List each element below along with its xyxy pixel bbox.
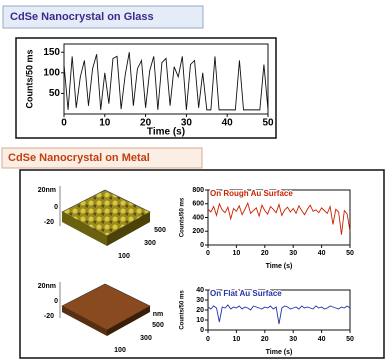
x-tick-label: 0 bbox=[206, 250, 210, 257]
chart-title: On Flat Au Surface bbox=[210, 289, 282, 298]
x-tick-label: 20 bbox=[261, 336, 269, 343]
x-tick-label: 30 bbox=[289, 250, 297, 257]
x-tick-label: 10 bbox=[99, 118, 111, 129]
x-tick-label: 50 bbox=[262, 118, 274, 129]
x-tick-label: 40 bbox=[222, 118, 234, 129]
afm-z-label: 0 bbox=[54, 298, 58, 305]
panel-title: CdSe Nanocrystal on Metal bbox=[8, 152, 150, 164]
y-tick-label: 0 bbox=[200, 242, 204, 249]
y-tick-label: 100 bbox=[43, 67, 60, 78]
afm-xy-label: nm bbox=[153, 311, 164, 318]
x-tick-label: 10 bbox=[233, 250, 241, 257]
x-axis-label: Time (s) bbox=[147, 127, 185, 138]
x-tick-label: 50 bbox=[346, 250, 354, 257]
y-axis-label: Counts/50 ms bbox=[24, 49, 34, 108]
x-tick-label: 0 bbox=[61, 118, 67, 129]
afm-z-label: -20 bbox=[44, 219, 54, 226]
afm-xy-label: 100 bbox=[118, 253, 130, 260]
afm-z-label: -20 bbox=[44, 313, 54, 320]
x-tick-label: 20 bbox=[261, 250, 269, 257]
y-axis-label: Counts/50 ms bbox=[180, 197, 186, 237]
x-tick-label: 30 bbox=[289, 336, 297, 343]
panel-title: CdSe Nanocrystal on Glass bbox=[10, 11, 154, 23]
y-tick-label: 10 bbox=[196, 317, 204, 324]
y-tick-label: 150 bbox=[43, 47, 60, 58]
y-axis-label: Counts/50 ms bbox=[180, 290, 186, 330]
x-tick-label: 40 bbox=[318, 336, 326, 343]
afm-xy-label: 300 bbox=[144, 240, 156, 247]
y-tick-label: 20 bbox=[196, 307, 204, 314]
afm-xy-label: 500 bbox=[152, 322, 164, 329]
afm-xy-label: 300 bbox=[140, 335, 152, 342]
y-tick-label: 40 bbox=[196, 287, 204, 294]
y-tick-label: 600 bbox=[192, 201, 204, 208]
afm-xy-label: 100 bbox=[114, 347, 126, 354]
y-tick-label: 200 bbox=[192, 228, 204, 235]
afm-z-label: 0 bbox=[54, 204, 58, 211]
x-tick-label: 40 bbox=[318, 250, 326, 257]
y-tick-label: 0 bbox=[200, 327, 204, 334]
x-axis-label: Time (s) bbox=[266, 263, 293, 270]
x-tick-label: 10 bbox=[233, 336, 241, 343]
afm-xy-label: 500 bbox=[154, 227, 166, 234]
figure: CdSe Nanocrystal on Glass CdSe Nanocryst… bbox=[0, 0, 386, 360]
y-tick-label: 400 bbox=[192, 214, 204, 221]
afm-z-label: 20nm bbox=[38, 283, 56, 290]
y-tick-label: 50 bbox=[49, 88, 61, 99]
y-tick-label: 30 bbox=[196, 297, 204, 304]
x-axis-label: Time (s) bbox=[266, 349, 293, 356]
y-tick-label: 800 bbox=[192, 187, 204, 194]
chart-title: On Rough Au Surface bbox=[210, 189, 293, 198]
x-tick-label: 0 bbox=[206, 336, 210, 343]
x-tick-label: 50 bbox=[346, 336, 354, 343]
afm-z-label: 20nm bbox=[38, 187, 56, 194]
